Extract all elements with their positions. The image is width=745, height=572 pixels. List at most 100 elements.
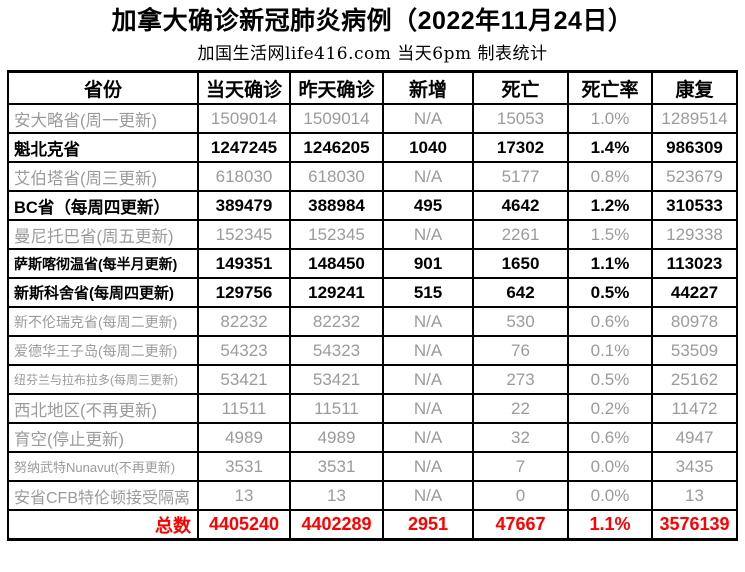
total-death-rate-cell: 1.1% <box>567 509 653 541</box>
new-cases-cell: 495 <box>382 190 474 222</box>
deaths-cell: 273 <box>472 364 569 396</box>
province-cell: 新斯科舍省(每周四更新) <box>7 277 199 309</box>
page-subtitle: 加国生活网life416.com 当天6pm 制表统计 <box>197 43 548 64</box>
today-cell: 129756 <box>197 277 291 309</box>
death-rate-cell: 0.6% <box>567 306 653 338</box>
death-rate-cell: 1.2% <box>567 190 653 222</box>
recovered-cell: 11472 <box>651 393 738 425</box>
new-cases-cell: N/A <box>382 306 474 338</box>
today-cell: 3531 <box>197 451 291 483</box>
yesterday-cell: 129241 <box>289 277 384 309</box>
province-cell: 艾伯塔省(周三更新) <box>7 161 199 193</box>
total-today-cell: 4405240 <box>197 509 291 541</box>
yesterday-cell: 148450 <box>289 248 384 280</box>
death-rate-cell: 0.2% <box>567 393 653 425</box>
recovered-cell: 80978 <box>651 306 738 338</box>
death-rate-cell: 0.5% <box>567 364 653 396</box>
table-row: 纽芬兰与拉布拉多(每周三更新) 53421 53421 N/A 273 0.5% 25162 <box>7 364 738 396</box>
yesterday-cell: 13 <box>289 480 384 512</box>
yesterday-cell: 82232 <box>289 306 384 338</box>
deaths-cell: 530 <box>472 306 569 338</box>
province-cell: 曼尼托巴省(周五更新) <box>7 219 199 251</box>
death-rate-cell: 0.0% <box>567 451 653 483</box>
table-row: BC省（每周四更新） 389479 388984 495 4642 1.2% 310533 <box>7 190 738 222</box>
death-rate-cell: 0.5% <box>567 277 653 309</box>
today-cell: 54323 <box>197 335 291 367</box>
table-row: 安省CFB特伦顿接受隔离 13 13 N/A 0 0.0% 13 <box>7 480 738 512</box>
col-header-yesterday: 昨天确诊 <box>289 70 384 106</box>
deaths-cell: 32 <box>472 422 569 454</box>
new-cases-cell: N/A <box>382 161 474 193</box>
total-deaths-cell: 47667 <box>472 509 569 541</box>
recovered-cell: 53509 <box>651 335 738 367</box>
today-cell: 13 <box>197 480 291 512</box>
yesterday-cell: 1246205 <box>289 132 384 164</box>
col-header-death-rate: 死亡率 <box>567 70 653 106</box>
recovered-cell: 986309 <box>651 132 738 164</box>
deaths-cell: 5177 <box>472 161 569 193</box>
today-cell: 1509014 <box>197 103 291 135</box>
province-cell: BC省（每周四更新） <box>7 190 199 222</box>
yesterday-cell: 53421 <box>289 364 384 396</box>
recovered-cell: 523679 <box>651 161 738 193</box>
recovered-cell: 13 <box>651 480 738 512</box>
province-cell: 爱德华王子岛(每周二更新) <box>7 335 199 367</box>
today-cell: 82232 <box>197 306 291 338</box>
col-header-today: 当天确诊 <box>197 70 291 106</box>
table-row: 萨斯喀彻温省(每半月更新) 149351 148450 901 1650 1.1% 1130… <box>7 248 738 280</box>
province-cell: 纽芬兰与拉布拉多(每周三更新) <box>7 364 199 396</box>
yesterday-cell: 1509014 <box>289 103 384 135</box>
deaths-cell: 7 <box>472 451 569 483</box>
new-cases-cell: N/A <box>382 451 474 483</box>
death-rate-cell: 1.1% <box>567 248 653 280</box>
province-cell: 安省CFB特伦顿接受隔离 <box>7 480 199 512</box>
death-rate-cell: 0.1% <box>567 335 653 367</box>
new-cases-cell: N/A <box>382 103 474 135</box>
table-row: 西北地区(不再更新) 11511 11511 N/A 22 0.2% 11472 <box>7 393 738 425</box>
recovered-cell: 3435 <box>651 451 738 483</box>
yesterday-cell: 152345 <box>289 219 384 251</box>
total-label: 总数 <box>7 509 199 541</box>
total-yesterday-cell: 4402289 <box>289 509 384 541</box>
recovered-cell: 4947 <box>651 422 738 454</box>
col-header-deaths: 死亡 <box>472 70 569 106</box>
yesterday-cell: 54323 <box>289 335 384 367</box>
today-cell: 53421 <box>197 364 291 396</box>
new-cases-cell: N/A <box>382 480 474 512</box>
today-cell: 1247245 <box>197 132 291 164</box>
yesterday-cell: 4989 <box>289 422 384 454</box>
col-header-new-cases: 新增 <box>382 70 474 106</box>
province-cell: 萨斯喀彻温省(每半月更新) <box>7 248 199 280</box>
today-cell: 149351 <box>197 248 291 280</box>
deaths-cell: 15053 <box>472 103 569 135</box>
death-rate-cell: 1.4% <box>567 132 653 164</box>
page-title: 加拿大确诊新冠肺炎病例（2022年11月24日） <box>111 7 634 35</box>
total-recovered-cell: 3576139 <box>651 509 738 541</box>
death-rate-cell: 0.8% <box>567 161 653 193</box>
death-rate-cell: 0.6% <box>567 422 653 454</box>
province-cell: 西北地区(不再更新) <box>7 393 199 425</box>
recovered-cell: 25162 <box>651 364 738 396</box>
today-cell: 389479 <box>197 190 291 222</box>
deaths-cell: 76 <box>472 335 569 367</box>
new-cases-cell: N/A <box>382 393 474 425</box>
col-header-province: 省份 <box>7 70 199 106</box>
table-row: 爱德华王子岛(每周二更新) 54323 54323 N/A 76 0.1% 53509 <box>7 335 738 367</box>
today-cell: 11511 <box>197 393 291 425</box>
death-rate-cell: 0.0% <box>567 480 653 512</box>
yesterday-cell: 388984 <box>289 190 384 222</box>
yesterday-cell: 618030 <box>289 161 384 193</box>
province-cell: 安大略省(周一更新) <box>7 103 199 135</box>
table-row: 新斯科舍省(每周四更新) 129756 129241 515 642 0.5% 44227 <box>7 277 738 309</box>
table-row: 安大略省(周一更新) 1509014 1509014 N/A 15053 1.0% 1289… <box>7 103 738 135</box>
covid-stats-page: 加拿大确诊新冠肺炎病例（2022年11月24日） 加国生活网life416.co… <box>0 7 745 572</box>
deaths-cell: 4642 <box>472 190 569 222</box>
yesterday-cell: 11511 <box>289 393 384 425</box>
new-cases-cell: N/A <box>382 335 474 367</box>
table-row: 努纳武特Nunavut(不再更新) 3531 3531 N/A 7 0.0% 3435 <box>7 451 738 483</box>
col-header-recovered: 康复 <box>651 70 738 106</box>
deaths-cell: 22 <box>472 393 569 425</box>
table-row: 育空(停止更新) 4989 4989 N/A 32 0.6% 4947 <box>7 422 738 454</box>
death-rate-cell: 1.5% <box>567 219 653 251</box>
yesterday-cell: 3531 <box>289 451 384 483</box>
